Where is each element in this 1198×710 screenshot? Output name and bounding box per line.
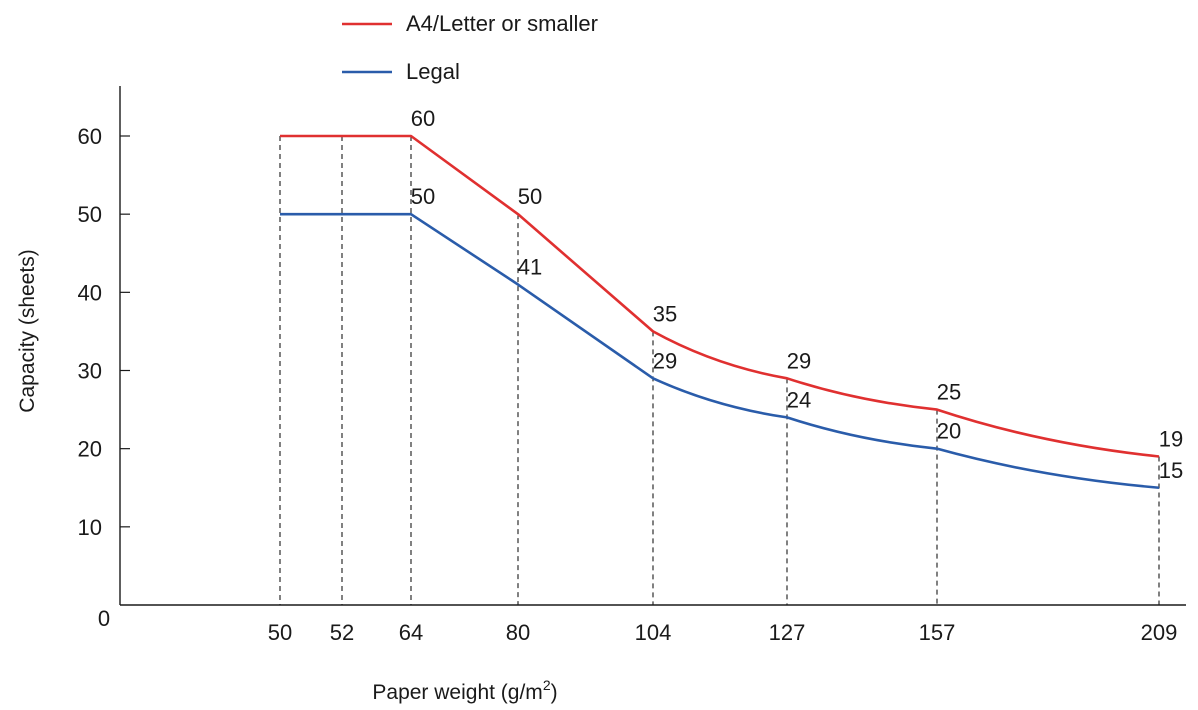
legend-label: A4/Letter or smaller [406,11,598,36]
x-tick-label: 50 [268,620,292,645]
series-line-legal [280,212,1160,490]
y-tick-label: 20 [78,437,102,462]
y-tick-label: 40 [78,280,102,305]
x-tick-label: 127 [769,620,806,645]
x-tick-label: 157 [919,620,956,645]
legend-label: Legal [406,59,460,84]
data-label-legal: 15 [1159,458,1183,483]
series-lines [280,134,1160,490]
x-axis-title-main: Paper weight (g/m [372,681,542,704]
x-axis-title: Paper weight (g/m2) [372,677,557,704]
y-axis-title: Capacity (sheets) [16,249,39,412]
y-tick-label: 30 [78,359,102,384]
y-tick-label: 50 [78,202,102,227]
data-label-a4-letter: 35 [653,301,677,326]
data-label-legal: 29 [653,348,677,373]
data-label-a4-letter: 19 [1159,426,1183,451]
data-label-a4-letter: 29 [787,348,811,373]
series-line-a4-letter [280,134,1160,458]
data-label-legal: 41 [518,255,542,280]
data-label-a4-letter: 60 [411,106,435,131]
x-axis-title-superscript: 2 [543,677,551,693]
x-tick-label: 64 [399,620,423,645]
x-tick-label: 52 [330,620,354,645]
y-tick-label: 60 [78,124,102,149]
data-label-legal: 20 [937,419,961,444]
data-label-legal: 50 [411,184,435,209]
data-labels: 60 50 35 29 25 19 50 41 29 24 20 15 [411,106,1183,483]
data-label-a4-letter: 50 [518,184,542,209]
data-label-legal: 24 [787,387,811,412]
tick-labels: 0 10 20 30 40 50 60 50 52 64 80 104 127 157 209 [78,124,1178,645]
data-label-a4-letter: 25 [937,380,961,405]
axes [119,86,1186,606]
x-tick-label: 80 [506,620,530,645]
x-axis-title-suffix: ) [551,681,558,704]
legend: A4/Letter or smaller Legal [342,11,598,84]
y-tick-label: 10 [78,515,102,540]
y-tick-label: 0 [98,606,110,631]
x-tick-label: 104 [635,620,672,645]
x-tick-label: 209 [1141,620,1178,645]
drop-guides [279,136,1160,605]
